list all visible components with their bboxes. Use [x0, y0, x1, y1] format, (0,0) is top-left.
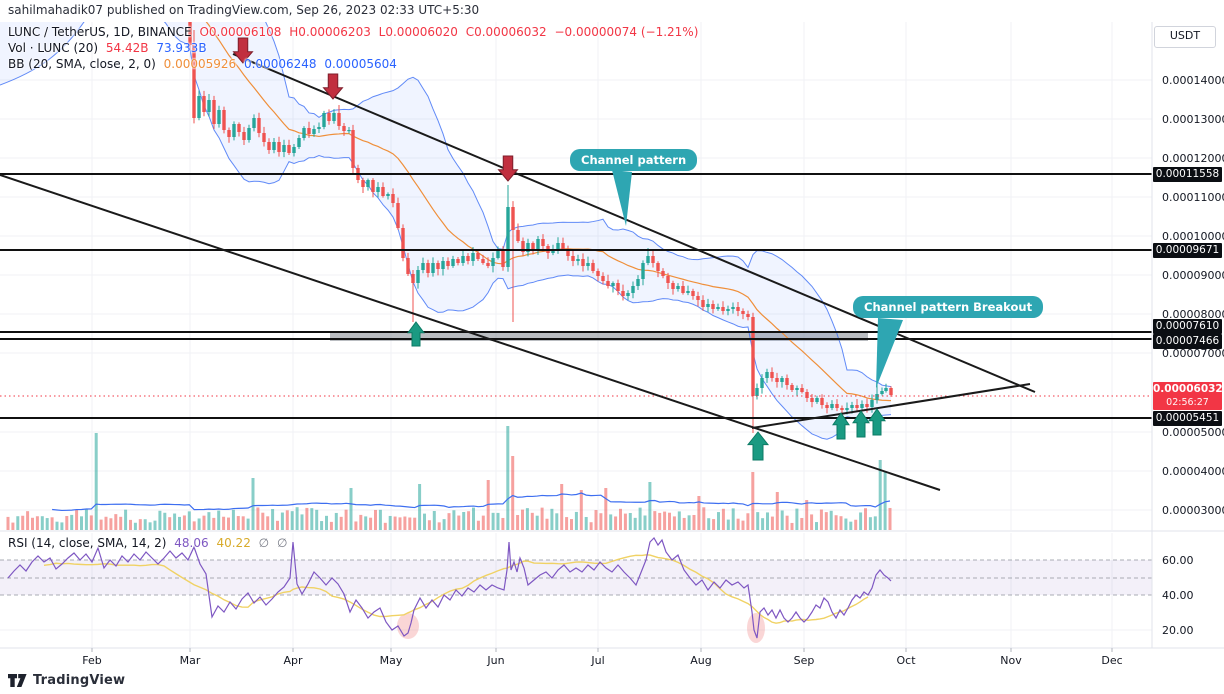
volume-legend[interactable]: Vol · LUNC (20) 54.42B 73.933B [8, 41, 211, 55]
plot-area [0, 22, 1152, 648]
ohlc-open: O0.00006108 [199, 25, 282, 39]
bubble-tail [876, 318, 903, 388]
rsi-empty-2: ∅ [276, 536, 288, 550]
rsi-ma-value: 40.22 [216, 536, 251, 550]
rsi-line [7, 537, 892, 639]
volume-label: Vol · LUNC (20) [8, 41, 99, 55]
bar-countdown: 02:56:27 [1166, 397, 1209, 408]
buy-arrow-icon [407, 321, 425, 347]
axes: 0.00014000 0.00013000 0.00012000 0.00011000… [0, 22, 1224, 667]
bb-legend[interactable]: BB (20, SMA, close, 2, 0) 0.00005926 0.0… [8, 57, 401, 71]
bb-basis-value: 0.00005926 [163, 57, 237, 71]
ohlc-close: C0.00006032 [465, 25, 547, 39]
axis-tick-label: 0.00010000 [1162, 230, 1224, 243]
channel-trendlines [0, 53, 1036, 491]
axis-tick-label: 0.00013000 [1162, 113, 1224, 126]
rsi-label: RSI (14, close, SMA, 14, 2) [8, 536, 167, 550]
axis-tick-label: 20.00 [1162, 624, 1194, 637]
ohlc-high: H0.00006203 [289, 25, 371, 39]
axis-tick-label: Mar [180, 654, 201, 667]
axis-tick-label: 0.00011000 [1162, 191, 1224, 204]
channel-pattern-label[interactable]: Channel pattern [570, 149, 698, 171]
axis-tick-label: Oct [896, 654, 916, 667]
volume-bars [6, 426, 892, 530]
level-price-badge: 0.00007610 [1153, 318, 1222, 334]
support-zone [330, 333, 868, 341]
bb-lower-value: 0.00005604 [324, 57, 397, 71]
axis-tick-label: 0.00007000 [1162, 347, 1224, 360]
axis-tick-label: Jun [486, 654, 504, 667]
bb-label: BB (20, SMA, close, 2, 0) [8, 57, 156, 71]
bb-upper-value: 0.00006248 [243, 57, 317, 71]
axis-tick-label: Dec [1101, 654, 1122, 667]
bb-basis-line [205, 22, 892, 402]
axis-tick-label: 40.00 [1162, 589, 1194, 602]
axis-tick-label: Nov [1000, 654, 1022, 667]
chart-canvas[interactable]: 0.00014000 0.00013000 0.00012000 0.00011000… [0, 22, 1224, 671]
rsi-empty-1: ∅ [258, 536, 270, 550]
tradingview-brand-text[interactable]: TradingView [33, 673, 126, 688]
level-price-badge: 0.00007466 [1153, 333, 1222, 349]
rsi-value: 48.06 [174, 536, 209, 550]
change-value: −0.00000074 (−1.21%) [554, 25, 699, 39]
axis-tick-label: Sep [794, 654, 815, 667]
volume-ma-line [52, 492, 891, 512]
rsi-legend[interactable]: RSI (14, close, SMA, 14, 2) 48.06 40.22 … [8, 536, 291, 550]
sell-arrow-icon [497, 155, 519, 182]
level-price-badge: 0.00005451 [1153, 410, 1222, 426]
attribution-text: sahilmahadik07 published on TradingView.… [8, 3, 480, 17]
bollinger-bands [0, 22, 892, 440]
buy-arrow-icon [852, 410, 870, 438]
axis-tick-label: 0.00004000 [1162, 465, 1224, 478]
ohlc-low: L0.00006020 [378, 25, 458, 39]
axis-tick-label: 0.00012000 [1162, 152, 1224, 165]
signal-arrows [232, 37, 886, 461]
bubble-tail [612, 170, 632, 226]
axis-tick-label: Jul [590, 654, 604, 667]
volume-ma-value: 73.933B [156, 41, 207, 55]
axis-tick-label: May [380, 654, 403, 667]
volume-value: 54.42B [105, 41, 149, 55]
sell-arrow-icon [322, 73, 344, 100]
currency-toggle-button[interactable]: USDT [1154, 26, 1216, 48]
axis-tick-label: 60.00 [1162, 554, 1194, 567]
axis-tick-label: 0.00009000 [1162, 269, 1224, 282]
level-price-badge: 0.00009671 [1153, 242, 1222, 258]
buy-arrow-icon [868, 408, 886, 436]
channel-breakout-label[interactable]: Channel pattern Breakout [853, 296, 1044, 318]
symbol-legend[interactable]: LUNC / TetherUS, 1D, BINANCE O0.00006108… [8, 25, 702, 39]
buy-arrow-icon [832, 412, 850, 440]
buy-arrow-icon [746, 431, 770, 461]
axis-tick-label: 0.00003000 [1162, 504, 1224, 517]
symbol-title: LUNC / TetherUS, 1D, BINANCE [8, 25, 192, 39]
last-price-value: 0.00006032 [1153, 383, 1223, 395]
axis-tick-label: 0.00008000 [1162, 308, 1224, 321]
axis-tick-label: Apr [283, 654, 303, 667]
axis-tick-label: 0.00005000 [1162, 426, 1224, 439]
rsi-pane [0, 537, 1152, 643]
tradingview-logo-icon [8, 673, 27, 687]
sell-arrow-icon [232, 37, 254, 64]
level-price-badge: 0.00011558 [1153, 166, 1222, 182]
rsi-sma-line [43, 554, 869, 624]
price-levels [0, 173, 1152, 420]
last-price-badge: 0.00006032 02:56:27 [1153, 382, 1223, 410]
axis-tick-label: Aug [690, 654, 711, 667]
axis-tick-label: Feb [82, 654, 101, 667]
footer: TradingView [8, 673, 125, 688]
axis-tick-label: 0.00014000 [1162, 74, 1224, 87]
